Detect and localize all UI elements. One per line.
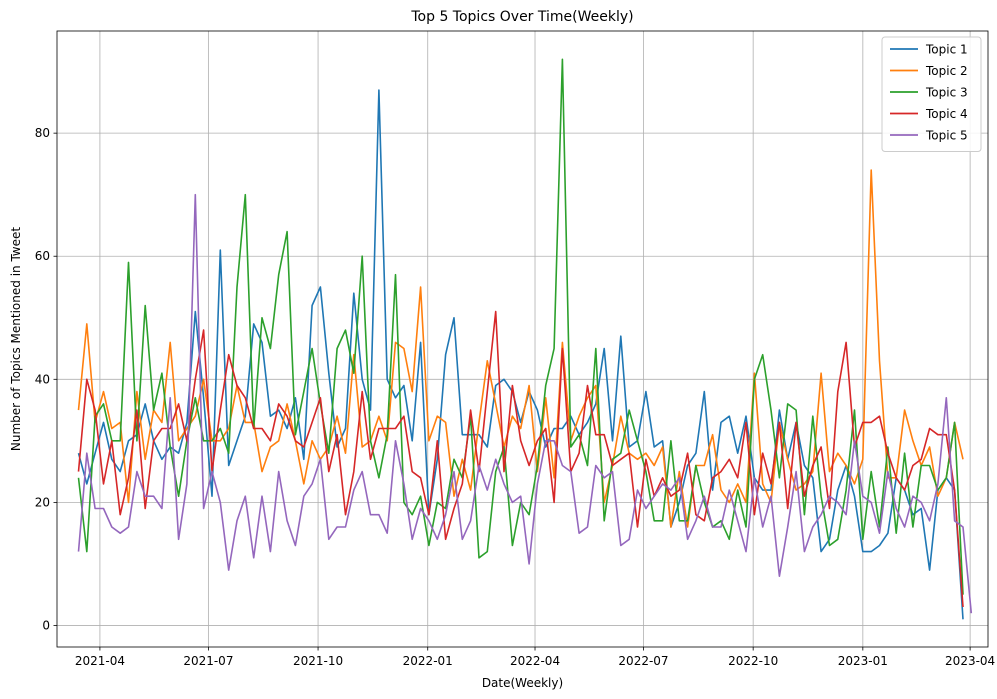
legend-label: Topic 4 [925,107,968,121]
legend: Topic 1 Topic 2 Topic 3 Topic 4 Topic 5 [881,36,982,152]
y-tick-label: 80 [35,126,50,140]
x-tick-label: 2021-10 [293,654,343,668]
y-tick-label: 40 [35,372,50,386]
y-tick-label: 0 [42,618,50,632]
chart-title: Top 5 Topics Over Time(Weekly) [410,9,633,25]
legend-label: Topic 5 [925,129,968,143]
series-line-topic-1 [77,89,964,620]
x-tick-label: 2022-01 [403,654,453,668]
x-tick-label: 2022-07 [618,654,668,668]
x-tick-label: 2023-01 [838,654,888,668]
series-line-topic-4 [77,310,964,608]
y-tick-label: 60 [35,249,50,263]
legend-label: Topic 3 [925,86,968,100]
y-axis-label: Number of Topics Mentioned in Tweet [9,227,23,451]
x-tick-label: 2021-04 [75,654,125,668]
plot-frame [56,30,989,648]
x-tick-label: 2022-10 [728,654,778,668]
legend-box [881,36,982,152]
x-tick-label: 2022-04 [510,654,560,668]
series-line-topic-5 [77,193,973,614]
grid [57,31,988,647]
x-tick-label: 2023-04 [945,654,995,668]
x-tick-label: 2021-07 [183,654,233,668]
legend-label: Topic 2 [925,64,968,78]
legend-label: Topic 1 [925,43,968,57]
y-tick-label: 20 [35,495,50,509]
x-axis-label: Date(Weekly) [482,676,563,690]
series-lines [77,58,973,620]
axis-ticks: 0 20 40 60 80 2021-04 2021-07 2021-10 2022-01 202… [35,126,995,668]
